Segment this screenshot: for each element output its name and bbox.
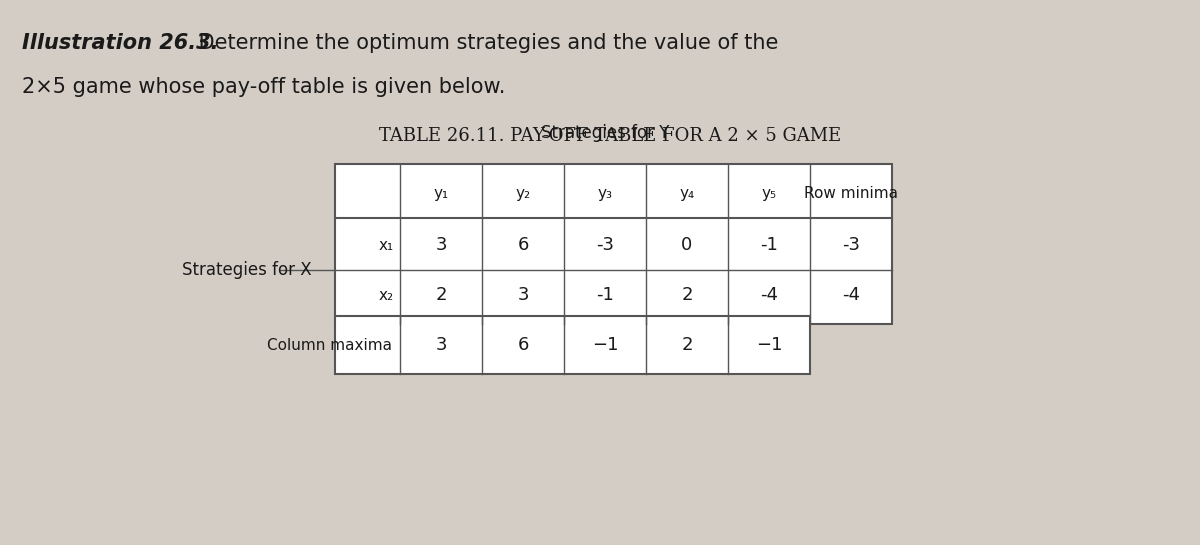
- Text: 0: 0: [682, 236, 692, 254]
- Bar: [335, 164, 892, 324]
- Text: TABLE 26.11. PAY-OFF TABLE FOR A 2 × 5 GAME: TABLE 26.11. PAY-OFF TABLE FOR A 2 × 5 G…: [379, 127, 841, 145]
- Text: x₂: x₂: [379, 288, 394, 302]
- Text: Determine the optimum strategies and the value of the: Determine the optimum strategies and the…: [192, 33, 779, 53]
- Text: 6: 6: [517, 236, 529, 254]
- Text: 3: 3: [436, 236, 446, 254]
- Text: 2×5 game whose pay-off table is given below.: 2×5 game whose pay-off table is given be…: [22, 77, 505, 97]
- Text: -1: -1: [760, 236, 778, 254]
- Text: −1: −1: [756, 336, 782, 354]
- Text: y₃: y₃: [598, 185, 612, 201]
- Text: x₁: x₁: [379, 238, 394, 252]
- Bar: [335, 316, 810, 374]
- Text: Column maxima: Column maxima: [266, 337, 392, 353]
- Text: -4: -4: [842, 286, 860, 304]
- Text: -3: -3: [596, 236, 614, 254]
- Text: Strategies for X: Strategies for X: [182, 261, 312, 279]
- Text: 3: 3: [517, 286, 529, 304]
- Text: y₄: y₄: [679, 185, 695, 201]
- Text: y₁: y₁: [433, 185, 449, 201]
- Text: −1: −1: [592, 336, 618, 354]
- Text: y₂: y₂: [516, 185, 530, 201]
- Text: Row minima: Row minima: [804, 185, 898, 201]
- Text: 2: 2: [682, 286, 692, 304]
- Text: -4: -4: [760, 286, 778, 304]
- Text: 3: 3: [436, 336, 446, 354]
- Text: y₅: y₅: [762, 185, 776, 201]
- Text: 2: 2: [682, 336, 692, 354]
- Text: -1: -1: [596, 286, 614, 304]
- Text: 6: 6: [517, 336, 529, 354]
- Text: Illustration 26.3.: Illustration 26.3.: [22, 33, 218, 53]
- Text: 2: 2: [436, 286, 446, 304]
- Text: -3: -3: [842, 236, 860, 254]
- Text: Strategies for Y: Strategies for Y: [541, 124, 670, 142]
